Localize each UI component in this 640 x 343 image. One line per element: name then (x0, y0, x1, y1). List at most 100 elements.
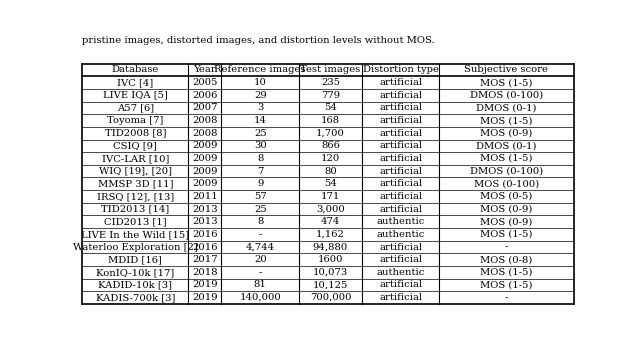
Text: pristine images, distorted images, and distortion levels without MOS.: pristine images, distorted images, and d… (83, 36, 435, 45)
Text: 54: 54 (324, 179, 337, 188)
Text: 2009: 2009 (192, 167, 218, 176)
Text: artificial: artificial (379, 141, 422, 150)
Text: 168: 168 (321, 116, 340, 125)
Text: 94,880: 94,880 (313, 243, 348, 251)
Text: artificial: artificial (379, 255, 422, 264)
Text: 2016: 2016 (192, 230, 218, 239)
Text: artificial: artificial (379, 281, 422, 289)
Text: 8: 8 (257, 217, 264, 226)
Text: 2009: 2009 (192, 154, 218, 163)
Text: CID2013 [1]: CID2013 [1] (104, 217, 166, 226)
Text: 1600: 1600 (317, 255, 343, 264)
Text: 235: 235 (321, 78, 340, 87)
Text: authentic: authentic (376, 268, 425, 277)
Text: MOS (1-5): MOS (1-5) (480, 281, 532, 289)
Text: Waterloo Exploration [2]: Waterloo Exploration [2] (73, 243, 198, 251)
Text: MMSP 3D [11]: MMSP 3D [11] (97, 179, 173, 188)
Text: KADID-10k [3]: KADID-10k [3] (99, 281, 172, 289)
Text: TID2008 [8]: TID2008 [8] (104, 129, 166, 138)
Text: 3: 3 (257, 103, 264, 113)
Text: artificial: artificial (379, 243, 422, 251)
Text: 2007: 2007 (192, 103, 218, 113)
Text: DMOS (0-100): DMOS (0-100) (470, 167, 543, 176)
Text: 8: 8 (257, 154, 264, 163)
Text: 3,000: 3,000 (316, 204, 345, 214)
Text: 30: 30 (254, 141, 267, 150)
Text: MOS (0-5): MOS (0-5) (480, 192, 532, 201)
Text: Year: Year (193, 66, 216, 74)
Text: -: - (505, 293, 508, 302)
Text: artificial: artificial (379, 293, 422, 302)
Text: MOS (1-5): MOS (1-5) (480, 154, 532, 163)
Text: 2008: 2008 (192, 116, 218, 125)
Text: 14: 14 (253, 116, 267, 125)
Text: 25: 25 (254, 129, 267, 138)
Text: Test images: Test images (300, 66, 360, 74)
Text: 779: 779 (321, 91, 340, 100)
Text: 20: 20 (254, 255, 267, 264)
Text: artificial: artificial (379, 103, 422, 113)
Text: -: - (259, 230, 262, 239)
Text: 2017: 2017 (192, 255, 218, 264)
Text: artificial: artificial (379, 192, 422, 201)
Text: 2013: 2013 (192, 204, 218, 214)
Text: LIVE IQA [5]: LIVE IQA [5] (103, 91, 168, 100)
Text: DMOS (0-1): DMOS (0-1) (476, 103, 537, 113)
Text: 80: 80 (324, 167, 337, 176)
Text: 2005: 2005 (192, 78, 218, 87)
Text: 54: 54 (324, 103, 337, 113)
Text: MOS (0-9): MOS (0-9) (480, 204, 532, 214)
Text: Subjective score: Subjective score (465, 66, 548, 74)
Text: MOS (1-5): MOS (1-5) (480, 230, 532, 239)
Text: 1,700: 1,700 (316, 129, 345, 138)
Text: 2011: 2011 (192, 192, 218, 201)
Text: 57: 57 (254, 192, 267, 201)
Text: 1,162: 1,162 (316, 230, 345, 239)
Text: authentic: authentic (376, 217, 425, 226)
Text: artificial: artificial (379, 78, 422, 87)
Text: 9: 9 (257, 179, 264, 188)
Text: artificial: artificial (379, 116, 422, 125)
Text: DMOS (0-1): DMOS (0-1) (476, 141, 537, 150)
Text: KonIQ-10k [17]: KonIQ-10k [17] (96, 268, 174, 277)
Text: 29: 29 (254, 91, 267, 100)
Text: WIQ [19], [20]: WIQ [19], [20] (99, 167, 172, 176)
Text: 866: 866 (321, 141, 340, 150)
Text: Reference images: Reference images (214, 66, 306, 74)
Text: IVC [4]: IVC [4] (117, 78, 154, 87)
Text: artificial: artificial (379, 179, 422, 188)
Text: 7: 7 (257, 167, 264, 176)
Text: 2009: 2009 (192, 179, 218, 188)
Text: 474: 474 (321, 217, 340, 226)
Text: DMOS (0-100): DMOS (0-100) (470, 91, 543, 100)
Text: IVC-LAR [10]: IVC-LAR [10] (102, 154, 169, 163)
Text: 2008: 2008 (192, 129, 218, 138)
Text: 10,073: 10,073 (313, 268, 348, 277)
Text: 2019: 2019 (192, 293, 218, 302)
Text: 171: 171 (321, 192, 340, 201)
Text: authentic: authentic (376, 230, 425, 239)
Text: 2006: 2006 (192, 91, 218, 100)
Text: 2019: 2019 (192, 281, 218, 289)
Text: 120: 120 (321, 154, 340, 163)
Text: artificial: artificial (379, 129, 422, 138)
Text: A57 [6]: A57 [6] (116, 103, 154, 113)
Text: MOS (0-8): MOS (0-8) (480, 255, 532, 264)
Text: 2013: 2013 (192, 217, 218, 226)
Text: artificial: artificial (379, 167, 422, 176)
Text: -: - (505, 243, 508, 251)
Text: 81: 81 (254, 281, 267, 289)
Text: CSIQ [9]: CSIQ [9] (113, 141, 157, 150)
Text: artificial: artificial (379, 154, 422, 163)
Text: MOS (0-9): MOS (0-9) (480, 129, 532, 138)
Text: MOS (0-100): MOS (0-100) (474, 179, 539, 188)
Text: KADIS-700k [3]: KADIS-700k [3] (95, 293, 175, 302)
Text: 140,000: 140,000 (239, 293, 281, 302)
Text: 2018: 2018 (192, 268, 218, 277)
Text: Toyoma [7]: Toyoma [7] (107, 116, 163, 125)
Text: 10,125: 10,125 (313, 281, 348, 289)
Text: artificial: artificial (379, 91, 422, 100)
Text: 2009: 2009 (192, 141, 218, 150)
Text: -: - (259, 268, 262, 277)
Text: MOS (0-9): MOS (0-9) (480, 217, 532, 226)
